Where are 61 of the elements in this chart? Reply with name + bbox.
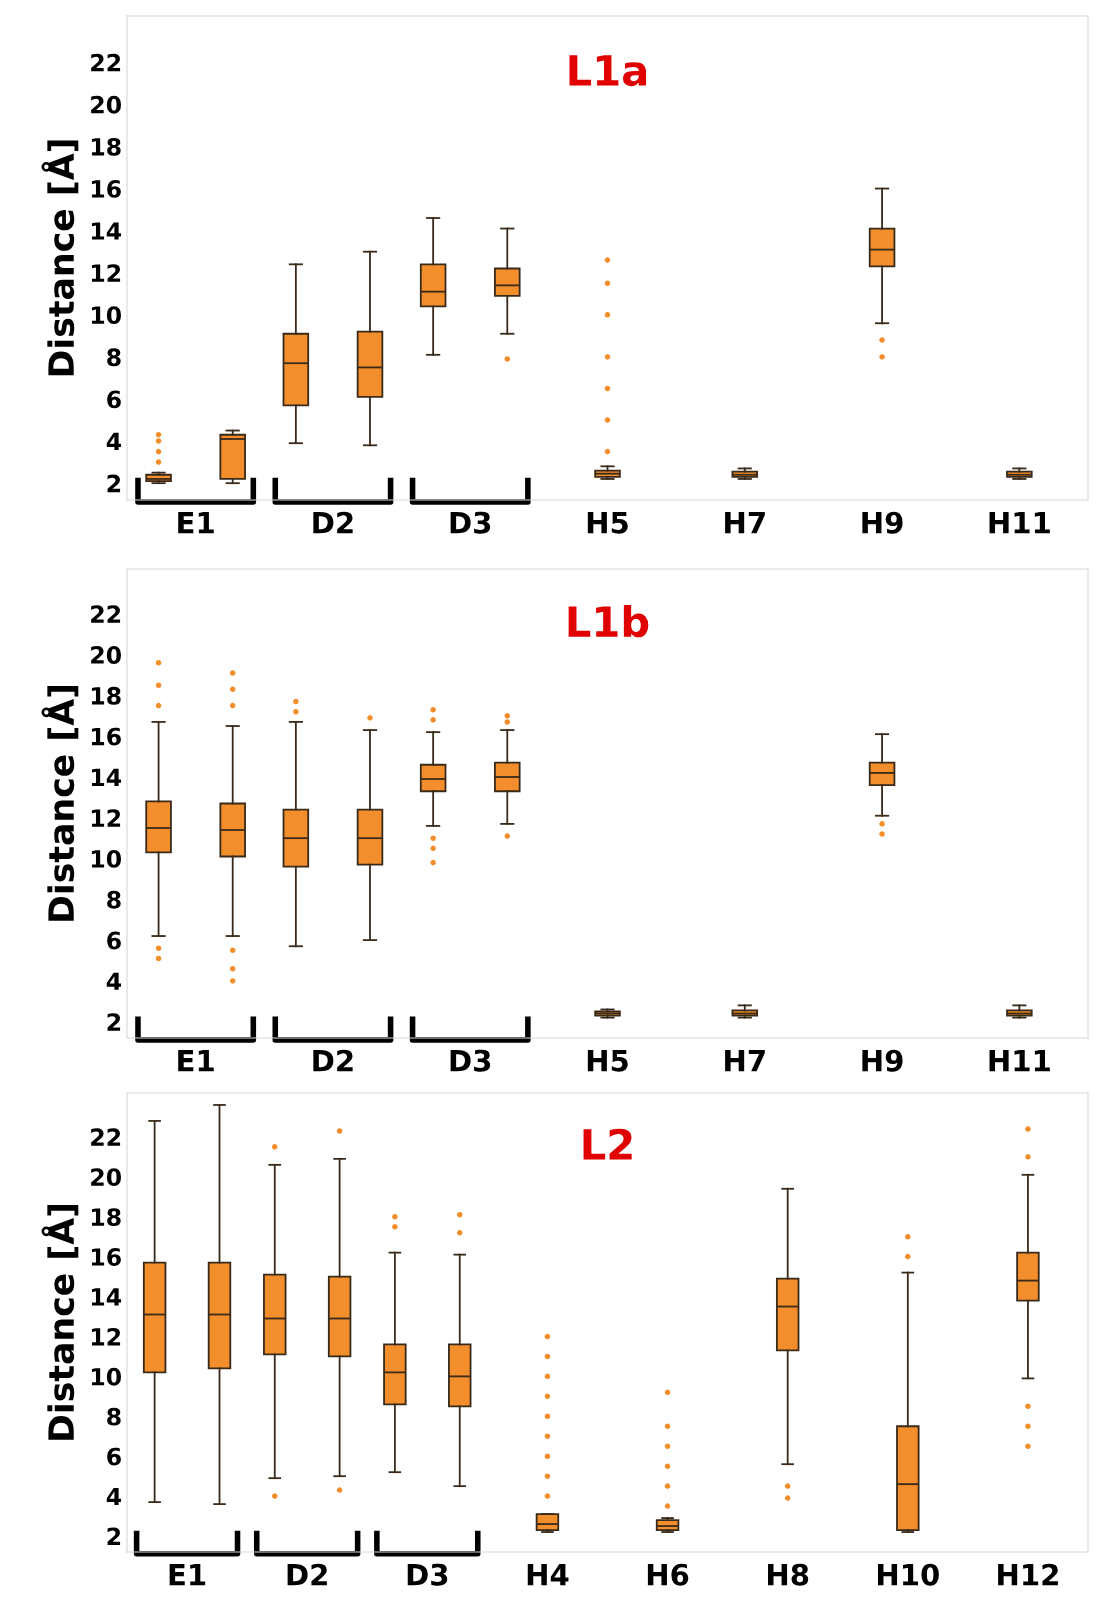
y-axis-title: Distance [Å]: [41, 140, 79, 376]
x-tick-label: H5: [587, 512, 628, 534]
y-tick-label: 20: [91, 646, 122, 664]
y-tick-label: 4: [106, 972, 122, 990]
x-tick-label: H11: [989, 512, 1050, 534]
y-tick-label: 6: [107, 390, 121, 409]
y-tick-label: 16: [91, 727, 121, 746]
y-tick-label: 6: [107, 931, 121, 950]
y-tick-label: 10: [91, 850, 122, 868]
y-tick-label: 18: [91, 686, 121, 705]
x-tick-label: E1: [178, 1050, 214, 1072]
text: L2: [583, 1128, 632, 1160]
y-tick-label: 14: [91, 1288, 122, 1306]
x-tick-label: H4: [527, 1564, 569, 1586]
y-tick-label: 4: [106, 1487, 122, 1506]
y-tick-label: 16: [91, 1248, 121, 1266]
y-tick-label: 22: [91, 605, 121, 623]
x-tick-label: H6: [647, 1563, 689, 1586]
y-tick-label: 20: [91, 95, 122, 114]
x-tick-label: H10: [877, 1563, 939, 1586]
y-tick-label: 20: [91, 1168, 122, 1187]
y-tick-label: 14: [91, 768, 122, 786]
y-tick-label: 16: [91, 180, 121, 198]
y-tick-label: 12: [91, 1327, 121, 1346]
x-tick-label: H7: [725, 1050, 765, 1072]
x-tick-label: D2: [313, 1049, 353, 1072]
y-tick-label: 12: [91, 809, 121, 827]
x-tick-label: H9: [862, 511, 903, 534]
y-tick-label: 22: [91, 1128, 121, 1146]
x-tick-label: E1: [178, 512, 214, 534]
y-tick-label: 4: [106, 432, 122, 451]
y-tick-label: 22: [91, 53, 121, 72]
y-tick-label: 2: [107, 474, 121, 493]
x-tick-label: D2: [313, 511, 353, 534]
y-tick-label: 2: [107, 1013, 121, 1031]
y-tick-label: 8: [107, 1407, 121, 1426]
x-tick-label: D3: [450, 1049, 491, 1072]
x-tick-label: E1: [169, 1564, 206, 1586]
y-tick-label: 10: [91, 1367, 122, 1386]
y-tick-label: 6: [107, 1447, 121, 1466]
x-tick-label: D3: [407, 1563, 448, 1586]
text: L1b: [568, 605, 649, 638]
y-tick-label: 18: [91, 1208, 121, 1227]
y-tick-label: 10: [91, 306, 122, 325]
x-tick-label: D2: [287, 1563, 327, 1586]
x-tick-label: H11: [989, 1050, 1050, 1072]
y-tick-label: 12: [91, 264, 121, 282]
y-tick-label: 8: [107, 348, 121, 367]
y-axis-title: Distance [Å]: [41, 1205, 79, 1440]
x-tick-label: H8: [768, 1563, 809, 1586]
y-tick-label: 2: [107, 1527, 121, 1546]
y-tick-label: 18: [91, 137, 121, 156]
y-tick-label: 14: [91, 222, 122, 240]
y-tick-label: 8: [107, 890, 121, 909]
text: L1a: [569, 55, 647, 87]
x-tick-label: H7: [725, 512, 765, 534]
x-tick-label: D3: [450, 511, 491, 534]
x-tick-label: H5: [587, 1050, 628, 1072]
x-tick-label: H9: [862, 1049, 903, 1072]
x-tick-label: H12: [998, 1563, 1058, 1586]
y-axis-title: Distance [Å]: [41, 686, 79, 921]
